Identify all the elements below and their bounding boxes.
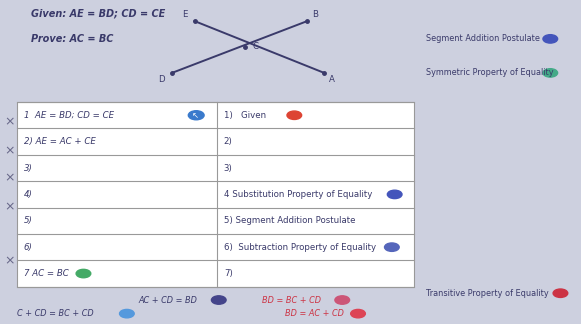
Text: Given: AE = BD; CD = CE: Given: AE = BD; CD = CE: [31, 8, 165, 18]
Text: Prove: AC = BC: Prove: AC = BC: [31, 34, 113, 44]
Text: 2): 2): [224, 137, 232, 146]
Text: B: B: [312, 10, 318, 19]
Text: 4 Substitution Property of Equality: 4 Substitution Property of Equality: [224, 190, 372, 199]
Text: ×: ×: [5, 172, 15, 185]
Text: ↖: ↖: [192, 111, 199, 120]
Text: 3): 3): [24, 164, 33, 172]
Circle shape: [385, 243, 399, 251]
Text: C: C: [252, 42, 258, 52]
Circle shape: [553, 289, 568, 297]
Text: Symmetric Property of Equality: Symmetric Property of Equality: [426, 68, 553, 77]
Text: ×: ×: [5, 144, 15, 157]
Text: 1)   Given: 1) Given: [224, 111, 266, 120]
Text: 4): 4): [24, 190, 33, 199]
Text: BD = AC + CD: BD = AC + CD: [285, 309, 343, 318]
Text: D: D: [159, 75, 165, 84]
Text: E: E: [182, 10, 188, 19]
Text: 1  AE = BD; CD = CE: 1 AE = BD; CD = CE: [24, 111, 114, 120]
Text: 6): 6): [24, 243, 33, 252]
Circle shape: [335, 296, 350, 304]
Circle shape: [211, 296, 226, 304]
Text: ×: ×: [5, 254, 15, 267]
Text: 5): 5): [24, 216, 33, 225]
Circle shape: [76, 269, 91, 278]
Circle shape: [188, 111, 204, 120]
Text: 2) AE = AC + CE: 2) AE = AC + CE: [24, 137, 95, 146]
Text: Transitive Property of Equality: Transitive Property of Equality: [426, 289, 548, 298]
FancyBboxPatch shape: [17, 102, 414, 287]
Text: AC + CD = BD: AC + CD = BD: [138, 295, 197, 305]
Circle shape: [543, 35, 558, 43]
Circle shape: [543, 69, 558, 77]
Text: ×: ×: [5, 201, 15, 214]
Text: 7 AC = BC: 7 AC = BC: [24, 269, 69, 278]
Text: C + CD = BC + CD: C + CD = BC + CD: [17, 309, 94, 318]
Text: 3): 3): [224, 164, 232, 172]
Text: ×: ×: [5, 115, 15, 128]
Text: 5) Segment Addition Postulate: 5) Segment Addition Postulate: [224, 216, 356, 225]
Text: 6)  Subtraction Property of Equality: 6) Subtraction Property of Equality: [224, 243, 376, 252]
Text: Segment Addition Postulate: Segment Addition Postulate: [426, 34, 540, 43]
Circle shape: [120, 309, 134, 318]
Circle shape: [351, 309, 365, 318]
Circle shape: [388, 190, 402, 199]
Text: A: A: [329, 75, 335, 84]
Text: 7): 7): [224, 269, 232, 278]
Text: BD = BC + CD: BD = BC + CD: [262, 295, 321, 305]
Circle shape: [287, 111, 302, 120]
